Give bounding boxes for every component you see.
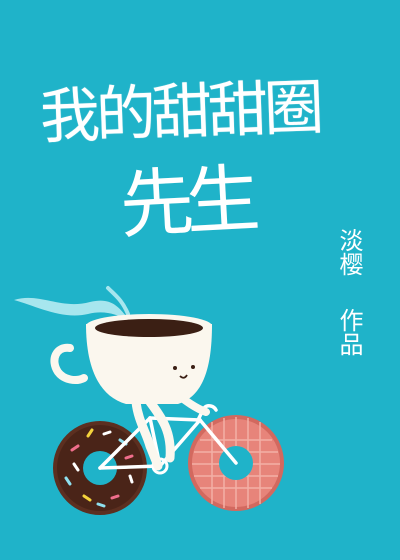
author-byline: 作品: [335, 308, 363, 356]
coffee-cup-icon: [50, 314, 212, 471]
book-title-line-1: 我的甜甜圈: [38, 72, 322, 153]
coffee-cup-bicycle-illustration: [14, 286, 284, 515]
author-name: 淡樱: [335, 228, 363, 276]
book-title-line-2: 先生: [117, 156, 255, 250]
steam-wisp-icon: [106, 286, 130, 316]
steam-icon: [14, 297, 130, 322]
